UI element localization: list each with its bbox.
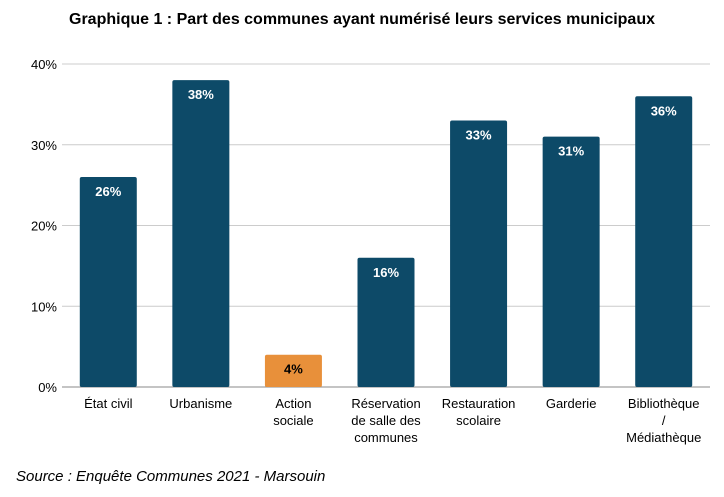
y-tick-label: 0% (38, 380, 57, 395)
x-tick-label: Action (275, 396, 311, 411)
x-tick-label: Garderie (546, 396, 597, 411)
x-tick-label: Médiathèque (626, 430, 701, 445)
y-tick-label: 10% (31, 299, 57, 314)
x-tick-label: Urbanisme (169, 396, 232, 411)
data-label: 36% (651, 103, 677, 118)
source-note: Source : Enquête Communes 2021 - Marsoui… (16, 468, 326, 485)
x-tick-label: État civil (84, 396, 133, 411)
data-label: 16% (373, 265, 399, 280)
bar (542, 136, 600, 387)
chart-title: Graphique 1 : Part des communes ayant nu… (69, 11, 655, 28)
x-tick-label: scolaire (456, 413, 501, 428)
data-label: 31% (558, 144, 584, 159)
x-tick-label: / (662, 413, 666, 428)
bar (264, 354, 322, 387)
y-tick-label: 20% (31, 219, 57, 234)
x-tick-label: communes (354, 430, 418, 445)
bar (172, 80, 230, 388)
x-tick-label: Restauration (442, 396, 516, 411)
y-tick-label: 30% (31, 138, 57, 153)
bar (357, 257, 415, 387)
bar (635, 96, 693, 388)
bar (79, 177, 137, 387)
data-label: 26% (95, 184, 121, 199)
data-label: 33% (466, 128, 492, 143)
y-tick-label: 40% (31, 57, 57, 72)
bar (450, 120, 508, 388)
x-tick-label: de salle des (351, 413, 421, 428)
x-tick-label: Réservation (351, 396, 420, 411)
x-tick-label: sociale (273, 413, 313, 428)
x-tick-label: Bibliothèque (628, 396, 700, 411)
data-label: 38% (188, 87, 214, 102)
data-label: 4% (284, 362, 303, 377)
bar-chart: 0% 10% 20% 30% 40% 26% État civil 38% Urbanisme 4… (31, 57, 710, 445)
